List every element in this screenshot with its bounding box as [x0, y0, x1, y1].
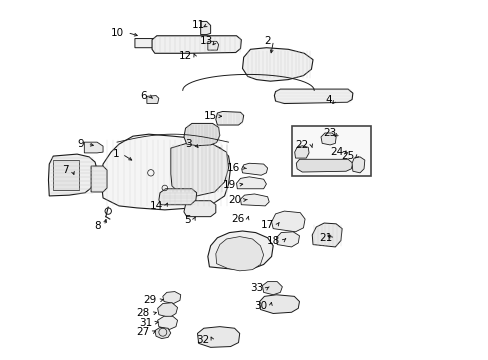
Text: 11: 11: [191, 19, 204, 30]
Text: 29: 29: [143, 295, 157, 305]
Polygon shape: [215, 112, 243, 125]
Text: 2: 2: [263, 36, 270, 46]
Text: 18: 18: [266, 235, 280, 246]
Text: 1: 1: [112, 149, 119, 159]
Polygon shape: [84, 142, 103, 153]
Polygon shape: [271, 211, 305, 232]
Polygon shape: [215, 237, 263, 271]
Text: 3: 3: [185, 139, 191, 149]
Polygon shape: [101, 134, 230, 210]
Polygon shape: [207, 41, 218, 50]
Text: 27: 27: [136, 327, 149, 337]
Polygon shape: [207, 231, 273, 270]
Polygon shape: [236, 177, 266, 189]
Text: 12: 12: [178, 51, 191, 62]
Polygon shape: [157, 303, 177, 318]
Text: 28: 28: [136, 309, 149, 319]
Polygon shape: [48, 154, 97, 196]
Text: 17: 17: [261, 220, 274, 230]
Text: 26: 26: [231, 214, 244, 224]
Text: 13: 13: [199, 36, 212, 46]
Text: 32: 32: [196, 335, 209, 345]
Text: 8: 8: [94, 221, 101, 231]
Text: 22: 22: [294, 140, 307, 150]
Text: 25: 25: [340, 151, 353, 161]
Text: 23: 23: [322, 128, 335, 138]
Polygon shape: [262, 282, 282, 295]
Polygon shape: [294, 146, 308, 158]
Polygon shape: [183, 201, 215, 217]
Text: 16: 16: [227, 163, 240, 173]
Polygon shape: [146, 95, 159, 103]
Polygon shape: [320, 133, 335, 145]
Polygon shape: [296, 159, 352, 172]
Polygon shape: [152, 36, 241, 53]
Text: 20: 20: [228, 195, 241, 205]
Polygon shape: [200, 21, 210, 35]
Text: 4: 4: [325, 95, 331, 105]
Polygon shape: [276, 232, 299, 247]
Text: 10: 10: [111, 28, 124, 37]
Bar: [291, 126, 370, 176]
Text: 5: 5: [183, 215, 190, 225]
Polygon shape: [183, 123, 219, 146]
Polygon shape: [53, 160, 79, 190]
Text: 21: 21: [318, 233, 331, 243]
Polygon shape: [155, 328, 170, 339]
Polygon shape: [351, 157, 364, 173]
Polygon shape: [91, 166, 107, 192]
Text: 31: 31: [139, 318, 152, 328]
Polygon shape: [312, 223, 342, 247]
Polygon shape: [274, 89, 352, 103]
Polygon shape: [135, 39, 155, 48]
Polygon shape: [197, 327, 239, 347]
Text: 7: 7: [62, 165, 69, 175]
Polygon shape: [159, 189, 196, 205]
Text: 30: 30: [254, 301, 267, 311]
Polygon shape: [240, 194, 269, 206]
Text: 6: 6: [140, 91, 146, 101]
Polygon shape: [157, 316, 177, 329]
Text: 15: 15: [203, 111, 217, 121]
Polygon shape: [170, 142, 228, 196]
Text: 24: 24: [329, 147, 343, 157]
Text: 14: 14: [149, 201, 163, 211]
Polygon shape: [241, 163, 267, 175]
Text: 19: 19: [222, 180, 235, 190]
Text: 9: 9: [78, 139, 84, 149]
Polygon shape: [242, 48, 312, 81]
Text: 33: 33: [250, 283, 263, 293]
Polygon shape: [163, 292, 181, 303]
Polygon shape: [259, 295, 299, 314]
